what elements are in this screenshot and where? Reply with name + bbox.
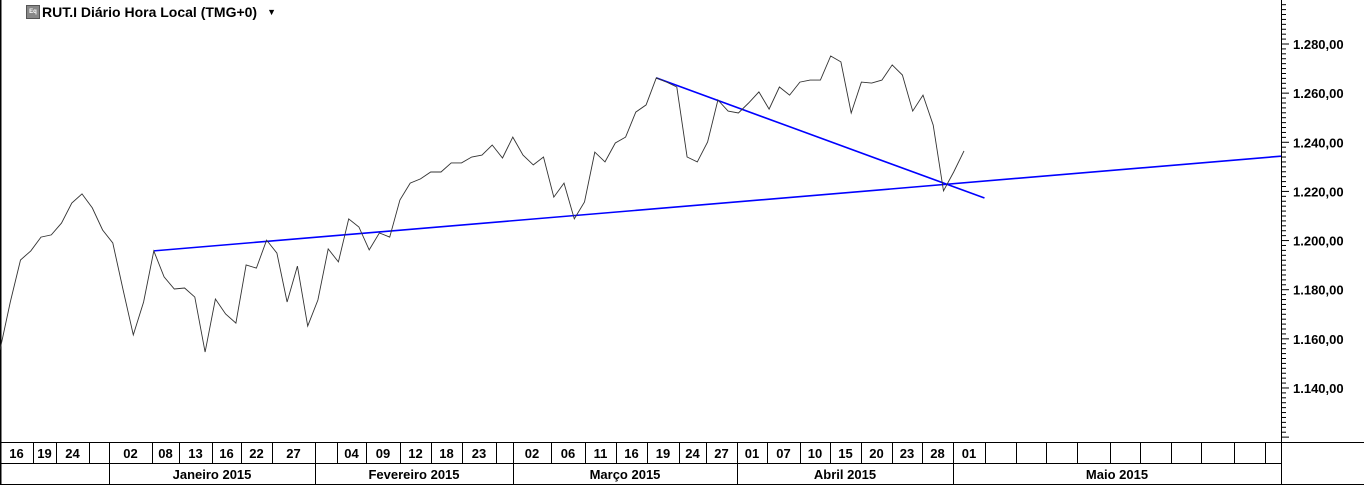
left-border (0, 0, 2, 485)
day-label: 02 (525, 446, 539, 461)
day-label: 16 (219, 446, 233, 461)
month-label: Maio 2015 (1086, 467, 1148, 482)
day-label: 02 (123, 446, 137, 461)
month-label: Março 2015 (590, 467, 661, 482)
chart-header: Eq RUT.I Diário Hora Local (TMG+0) ▼ (26, 3, 276, 21)
day-label: 24 (685, 446, 700, 461)
day-label: 01 (962, 446, 976, 461)
price-tick-label: 1.160,00 (1293, 332, 1344, 347)
price-tick-label: 1.260,00 (1293, 86, 1344, 101)
day-label: 16 (624, 446, 638, 461)
month-label: Abril 2015 (814, 467, 876, 482)
day-label: 06 (561, 446, 575, 461)
day-label: 19 (656, 446, 670, 461)
price-tick-label: 1.240,00 (1293, 135, 1344, 150)
price-tick-label: 1.280,00 (1293, 37, 1344, 52)
month-label: Fevereiro 2015 (368, 467, 459, 482)
caret-down-icon[interactable]: ▼ (267, 7, 277, 17)
price-tick-label: 1.200,00 (1293, 234, 1344, 249)
trendline-1[interactable] (153, 155, 1282, 252)
day-label: 27 (286, 446, 300, 461)
day-label: 23 (472, 446, 486, 461)
day-label: 08 (158, 446, 172, 461)
day-label: 07 (776, 446, 790, 461)
chart-title: RUT.I Diário Hora Local (TMG+0) (42, 4, 258, 20)
day-label: 09 (376, 446, 390, 461)
price-tick-label: 1.180,00 (1293, 283, 1344, 298)
day-label: 18 (439, 446, 453, 461)
day-label: 20 (869, 446, 883, 461)
day-label: 15 (838, 446, 852, 461)
equity-icon: Eq (26, 5, 40, 19)
day-label: 24 (65, 446, 80, 461)
date-axis: 16 19 24 02 08 13 16 22 27 04 09 12 18 23 02 06 11 16 19 24… (0, 442, 1364, 485)
day-label: 11 (594, 446, 608, 461)
month-label: Janeiro 2015 (173, 467, 252, 482)
day-label: 23 (900, 446, 914, 461)
price-tick-label: 1.220,00 (1293, 184, 1344, 199)
day-label: 12 (408, 446, 422, 461)
day-label: 13 (188, 446, 202, 461)
price-axis[interactable]: 1.280,00 1.260,00 1.240,00 1.220,00 1.200,00… (1282, 4, 1344, 438)
day-label: 27 (714, 446, 728, 461)
price-tick-label: 1.140,00 (1293, 381, 1344, 396)
day-label: 10 (808, 446, 822, 461)
day-label: 01 (745, 446, 759, 461)
price-series (0, 55, 965, 353)
day-label: 28 (930, 446, 944, 461)
price-line (0, 55, 965, 353)
trendline-2[interactable] (656, 77, 985, 199)
day-label: 19 (37, 446, 51, 461)
trendlines[interactable] (153, 77, 1282, 252)
day-label: 16 (9, 446, 23, 461)
day-label: 04 (344, 446, 359, 461)
day-label: 22 (249, 446, 263, 461)
